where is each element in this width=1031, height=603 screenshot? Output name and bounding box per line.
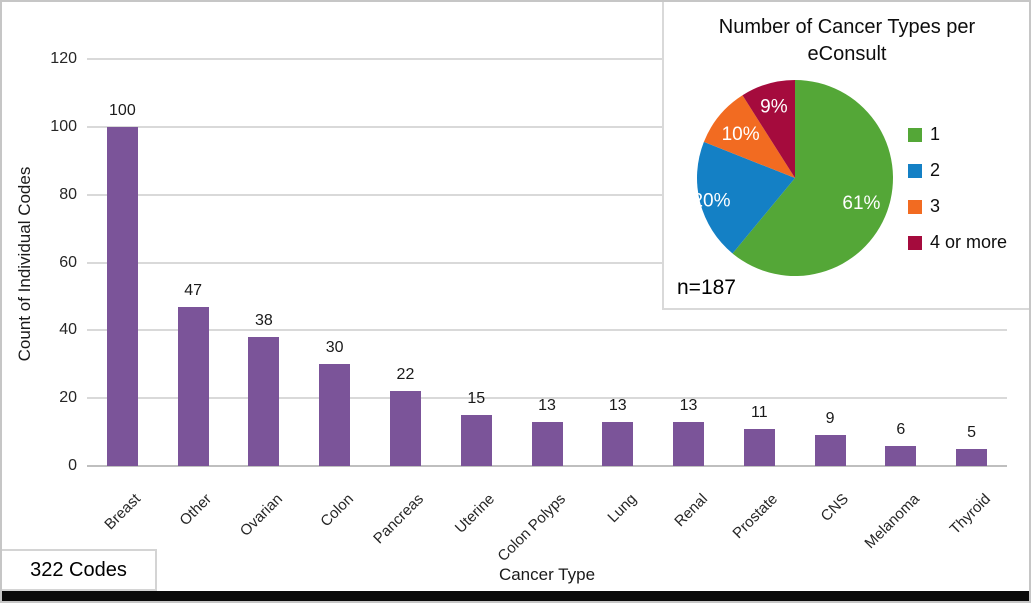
y-tick-label: 0 bbox=[68, 457, 77, 474]
y-tick-label: 100 bbox=[50, 117, 77, 135]
bar-uterine bbox=[460, 415, 492, 466]
gridline bbox=[87, 397, 1007, 400]
pie-slice-1 bbox=[732, 80, 893, 276]
gridline bbox=[87, 58, 1007, 60]
legend-item: 2 bbox=[908, 160, 1007, 181]
y-tick-label: 60 bbox=[59, 253, 77, 271]
pie-chart: 61% 20% 10%9% bbox=[692, 80, 893, 276]
bar-value-label: 11 bbox=[750, 403, 768, 421]
bar-value-label: 47 bbox=[184, 281, 203, 299]
y-tick-label: 120 bbox=[50, 50, 77, 67]
bar-value-label: 30 bbox=[325, 339, 344, 357]
bar-ovarian bbox=[248, 337, 280, 466]
bar-pancreas bbox=[389, 391, 421, 466]
x-axis-title: Cancer Type bbox=[498, 565, 596, 584]
bar-breast bbox=[106, 126, 138, 466]
bar-melanoma bbox=[885, 445, 917, 466]
bar-value-label: 100 bbox=[109, 101, 136, 119]
legend-item: 4 or more bbox=[908, 232, 1007, 253]
pie-slice-4-or-more bbox=[742, 80, 795, 178]
bar-colon bbox=[319, 364, 351, 466]
gridline bbox=[87, 329, 1007, 332]
total-codes-box: 322 Codes bbox=[2, 549, 157, 591]
legend-item: 3 bbox=[908, 196, 1007, 217]
bar-value-label: 13 bbox=[608, 396, 627, 414]
pie-title: Number of Cancer Types per eConsult bbox=[718, 16, 976, 65]
y-tick-label: 80 bbox=[59, 185, 77, 203]
pie-percent-label: 20% bbox=[692, 190, 730, 211]
bar-value-label: 38 bbox=[255, 312, 273, 330]
bar-value-label: 15 bbox=[467, 390, 486, 408]
y-tick-label: 20 bbox=[59, 389, 77, 407]
bar-value-label: 5 bbox=[967, 424, 977, 442]
legend-swatch-icon bbox=[908, 199, 922, 214]
gridline bbox=[87, 261, 1007, 264]
legend-swatch-icon bbox=[908, 235, 922, 250]
y-axis-title: Count of Individual Codes bbox=[15, 166, 34, 362]
bar-value-label: 22 bbox=[396, 366, 415, 384]
y-tick-label: 40 bbox=[59, 321, 77, 339]
bar-value-label: 13 bbox=[538, 396, 556, 414]
legend-label: 2 bbox=[930, 160, 941, 180]
bar-cns bbox=[814, 435, 846, 466]
bar-renal bbox=[673, 421, 705, 466]
legend-label: 4 or more bbox=[930, 232, 1008, 252]
bar-thyroid bbox=[956, 449, 988, 466]
bottom-edge-bar bbox=[2, 591, 1029, 601]
gridline bbox=[87, 193, 1007, 196]
pie-percent-label: 9% bbox=[760, 97, 788, 118]
total-codes-label: 322 Codes bbox=[30, 558, 127, 581]
legend-label: 1 bbox=[930, 124, 941, 144]
bar-prostate bbox=[743, 428, 775, 466]
bar-colon-polyps bbox=[531, 421, 563, 466]
bar-value-label: 6 bbox=[896, 420, 906, 438]
pie-percent-label: 10% bbox=[722, 124, 760, 145]
legend-swatch-icon bbox=[908, 127, 922, 142]
pie-slice-2 bbox=[696, 141, 795, 254]
bar-value-label: 13 bbox=[679, 396, 698, 414]
legend-swatch-icon bbox=[908, 163, 922, 178]
pie-legend: 1 2 3 4 or more bbox=[908, 124, 1007, 253]
pie-percent-label: 61% bbox=[842, 193, 880, 214]
gridline bbox=[87, 125, 1007, 128]
bar-other bbox=[177, 306, 209, 466]
bar-lung bbox=[602, 421, 634, 466]
pie-slice-3 bbox=[703, 95, 795, 178]
legend-item: 1 bbox=[908, 124, 1007, 145]
bar-value-label: 9 bbox=[825, 410, 835, 428]
legend-label: 3 bbox=[930, 196, 941, 216]
pie-inset: Number of Cancer Types per eConsult 61% 2… bbox=[662, 2, 1029, 310]
sample-size-label: n=187 bbox=[677, 276, 736, 299]
x-axis-line bbox=[87, 465, 1007, 467]
